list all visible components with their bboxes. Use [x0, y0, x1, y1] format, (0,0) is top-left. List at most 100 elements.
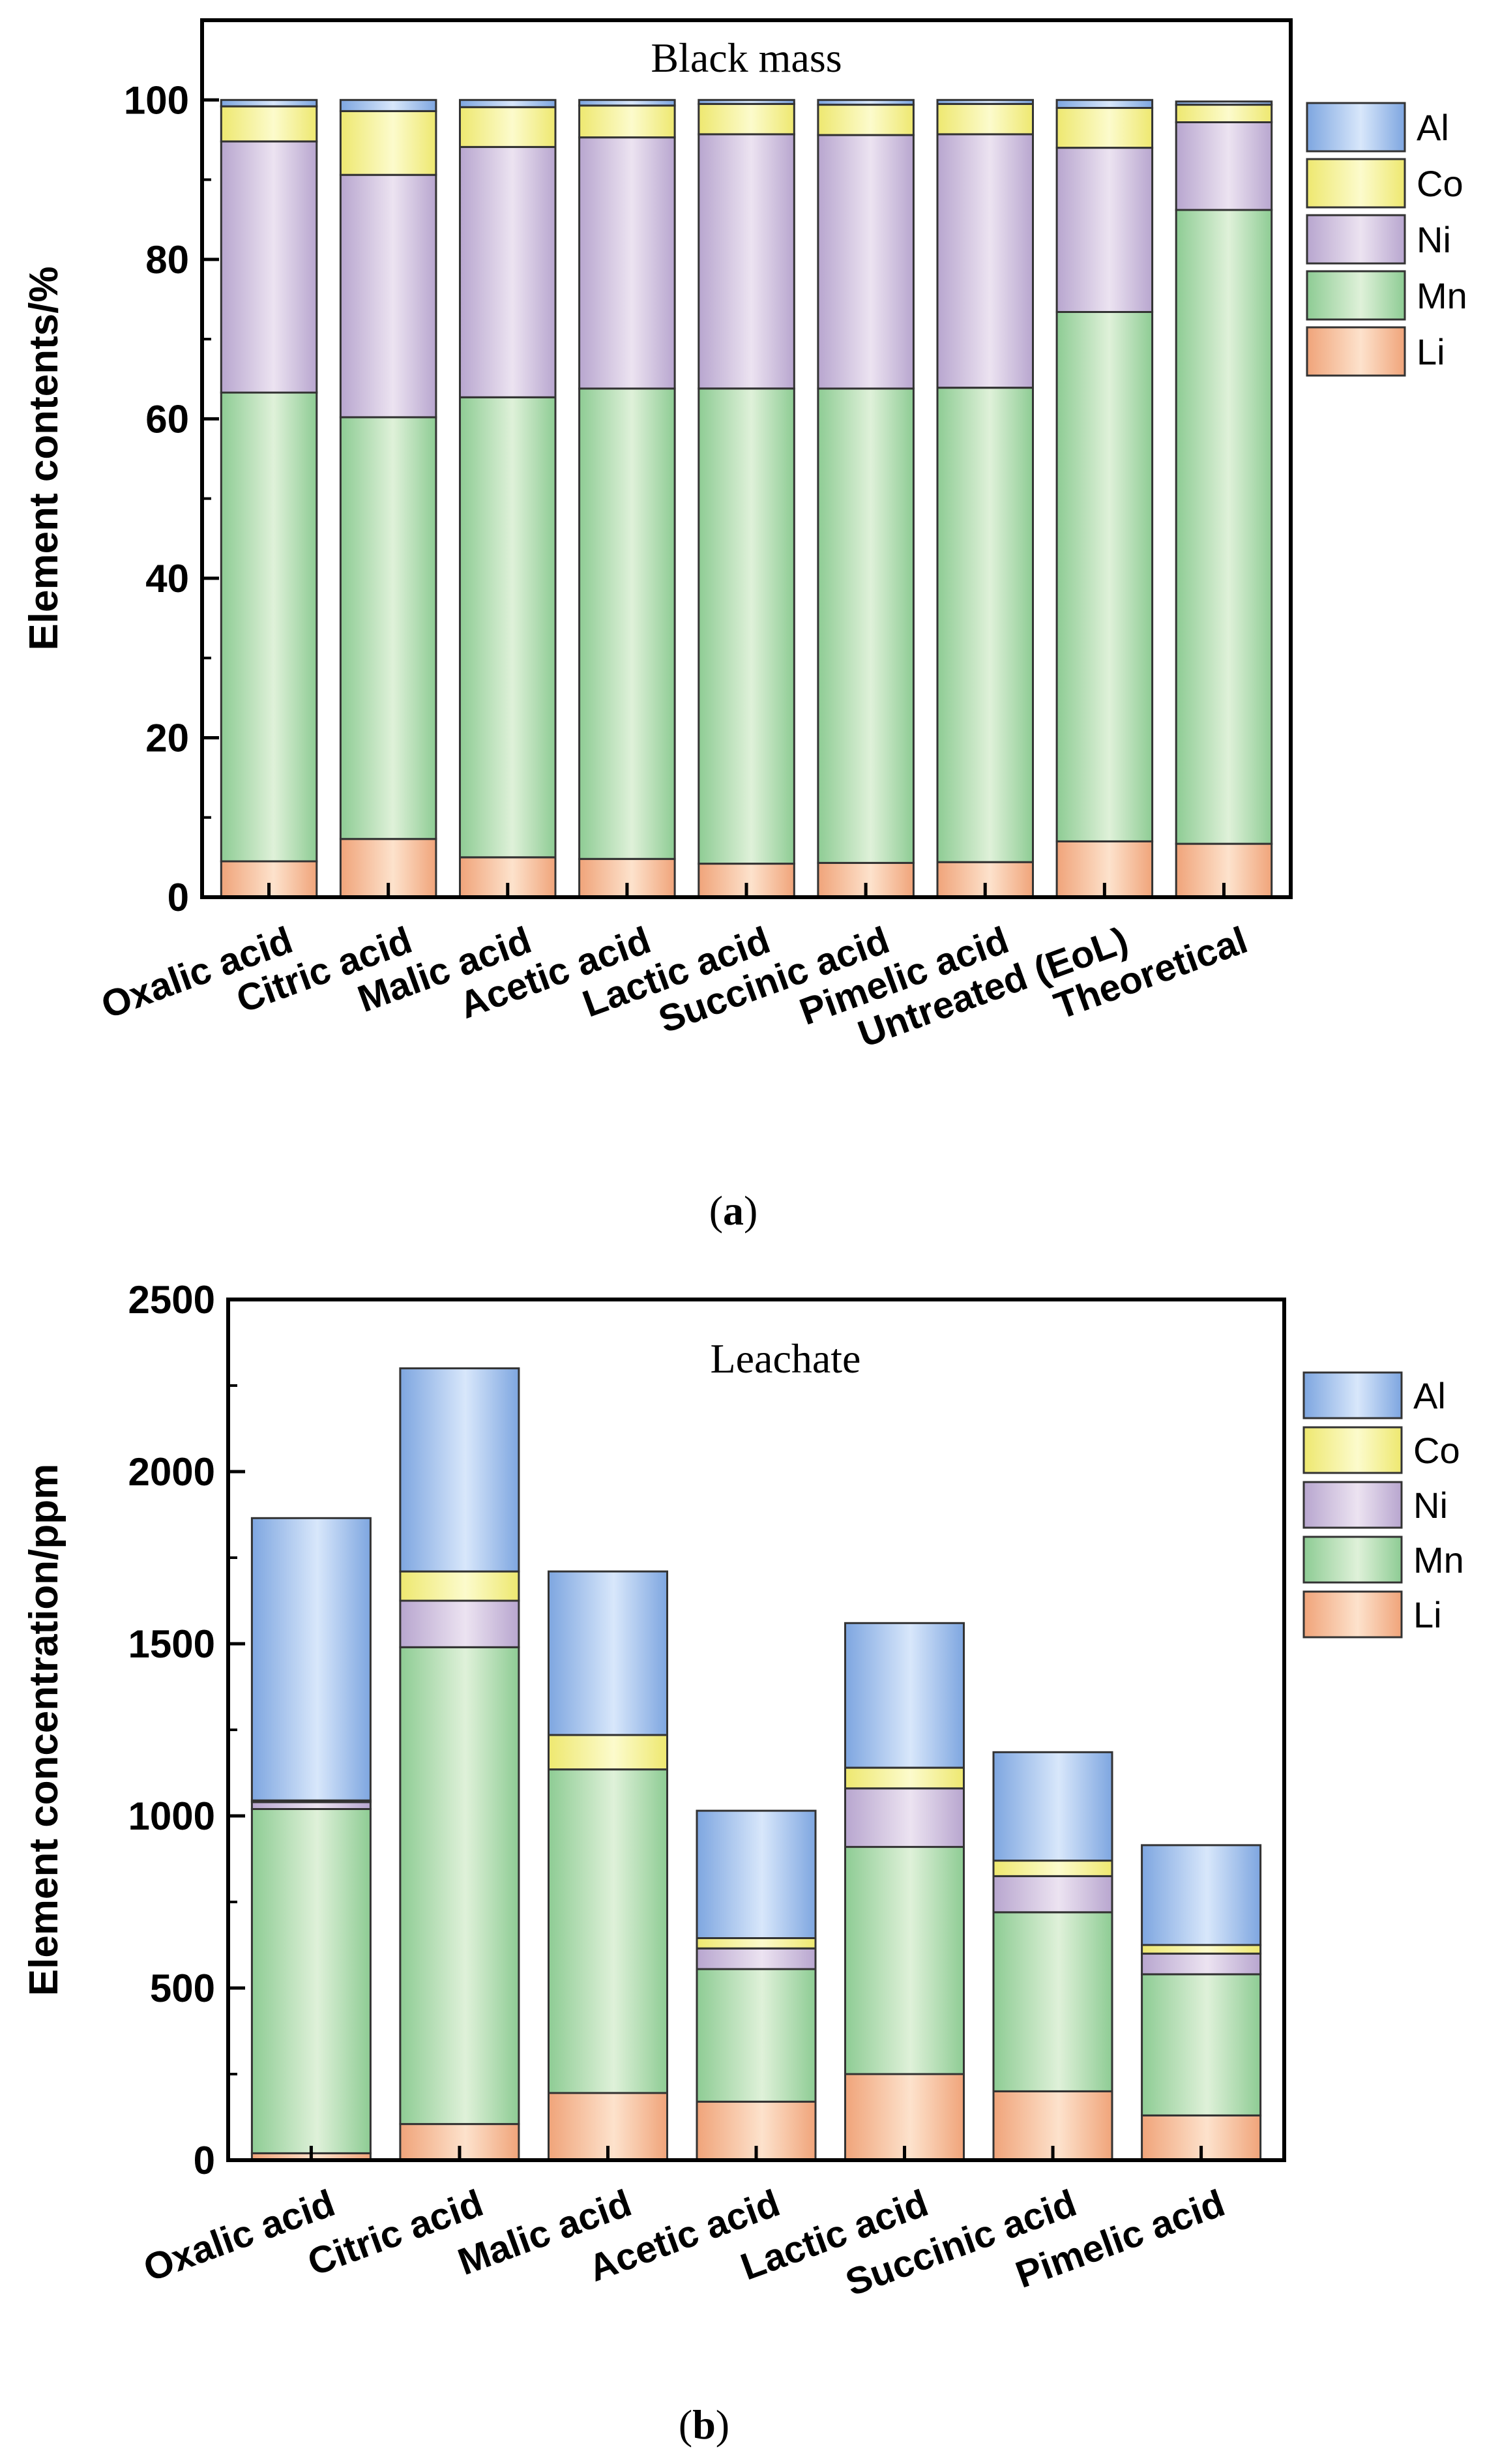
chart-a-title: Black mass	[651, 35, 842, 81]
legend-label-li: Li	[1417, 331, 1445, 372]
legend-label-ni: Ni	[1413, 1485, 1448, 1526]
bar-ni-theoretical	[1175, 121, 1273, 211]
chart-b-title: Leachate	[711, 1335, 861, 1382]
bar-al-citric-acid	[399, 1367, 520, 1573]
bar-mn-oxalic-acid	[250, 1807, 372, 2154]
bar-mn-malic-acid	[459, 396, 557, 859]
legend-swatch-ni	[1306, 214, 1406, 265]
bar-mn-oxalic-acid	[220, 391, 318, 863]
legend-label-mn: Mn	[1417, 275, 1467, 316]
y-tick-label: 40	[145, 557, 189, 601]
bar-ni-lactic-acid	[844, 1787, 965, 1848]
bar-al-malic-acid	[459, 98, 557, 108]
bar-ni-acetic-acid	[578, 136, 676, 390]
bar-ni-lactic-acid	[698, 133, 795, 390]
legend-label-li: Li	[1413, 1594, 1442, 1635]
bar-co-oxalic-acid	[220, 105, 318, 143]
bar-al-oxalic-acid	[220, 98, 318, 108]
bar-al-pimelic-acid	[1141, 1844, 1262, 1946]
bar-al-lactic-acid	[844, 1622, 965, 1769]
legend-swatch-al	[1302, 1371, 1403, 1419]
y-tick-label: 500	[150, 1967, 215, 2010]
y-tick-label: 100	[124, 78, 189, 122]
legend-swatch-ni	[1302, 1481, 1403, 1529]
bar-co-malic-acid	[459, 106, 557, 148]
y-tick-label: 20	[145, 716, 189, 760]
bar-ni-oxalic-acid	[220, 140, 318, 394]
bar-al-theoretical	[1175, 100, 1273, 106]
bar-al-acetic-acid	[696, 1809, 817, 1940]
legend-swatch-mn	[1302, 1536, 1403, 1584]
bar-co-succinic-acid	[992, 1860, 1113, 1877]
bar-mn-malic-acid	[548, 1768, 668, 2094]
chart-a-bars	[220, 98, 1273, 898]
legend-swatch-mn	[1306, 270, 1406, 321]
bar-al-citric-acid	[339, 98, 437, 112]
bar-co-acetic-acid	[578, 104, 676, 139]
bar-al-oxalic-acid	[250, 1517, 372, 1802]
legend-label-mn: Mn	[1413, 1539, 1464, 1581]
bar-co-pimelic-acid	[936, 102, 1034, 136]
bar-co-pimelic-acid	[1141, 1944, 1262, 1955]
legend-swatch-li	[1302, 1590, 1403, 1639]
legend-swatch-li	[1306, 326, 1406, 377]
bar-ni-acetic-acid	[696, 1947, 817, 1970]
y-tick-label: 0	[168, 876, 189, 919]
bar-mn-untreated-eol	[1055, 311, 1154, 842]
panel-b-label: (b)	[679, 2401, 729, 2448]
legend-label-ni: Ni	[1417, 219, 1451, 260]
legend-label-al: Al	[1413, 1375, 1446, 1416]
bar-al-acetic-acid	[578, 98, 676, 107]
bar-ni-citric-acid	[399, 1599, 520, 1648]
bar-mn-succinic-acid	[992, 1911, 1113, 2092]
bar-mn-lactic-acid	[698, 387, 795, 865]
bar-mn-theoretical	[1175, 209, 1273, 845]
y-tick-label: 80	[145, 238, 189, 282]
bar-mn-acetic-acid	[578, 387, 676, 860]
bar-mn-citric-acid	[339, 416, 437, 840]
chart-b-bars	[250, 1367, 1262, 2161]
legend-swatch-co	[1306, 158, 1406, 209]
legend-swatch-co	[1302, 1426, 1403, 1474]
bar-ni-succinic-acid	[817, 134, 915, 390]
y-tick-label: 1500	[128, 1622, 215, 1666]
y-tick-label: 0	[194, 2139, 215, 2182]
y-tick-label: 2000	[128, 1450, 215, 1494]
bar-co-lactic-acid	[698, 102, 795, 136]
chart-a-legend: Al Co Ni Mn Li	[1306, 102, 1467, 377]
legend-label-al: Al	[1417, 107, 1449, 148]
bar-al-untreated-eol	[1055, 98, 1154, 110]
bar-mn-pimelic-acid	[1141, 1973, 1262, 2116]
bar-al-pimelic-acid	[936, 98, 1034, 105]
bar-mn-pimelic-acid	[936, 387, 1034, 863]
legend-label-co: Co	[1417, 163, 1463, 204]
bar-al-succinic-acid	[992, 1751, 1113, 1862]
bar-co-citric-acid	[339, 110, 437, 176]
y-tick-label: 2500	[128, 1278, 215, 1322]
chart-b-y-axis: 0 500 1000 1500 2000 2500	[128, 1278, 245, 2182]
chart-a-y-axis-title: Element contents/%	[22, 266, 66, 650]
y-tick-label: 1000	[128, 1794, 215, 1838]
chart-b-legend: Al Co Ni Mn Li	[1302, 1371, 1464, 1639]
x-tick-label: Oxalic acid	[138, 2182, 340, 2290]
bar-ni-pimelic-acid	[936, 133, 1034, 389]
bar-ni-oxalic-acid	[250, 1801, 372, 1810]
bar-al-lactic-acid	[698, 98, 795, 105]
bar-mn-lactic-acid	[844, 1846, 965, 2075]
bar-al-malic-acid	[548, 1570, 668, 1736]
bar-ni-succinic-acid	[992, 1875, 1113, 1914]
bar-ni-citric-acid	[339, 173, 437, 419]
bar-co-malic-acid	[548, 1734, 668, 1771]
bar-al-succinic-acid	[817, 98, 915, 106]
bar-ni-malic-acid	[459, 145, 557, 398]
panel-a-label: (a)	[709, 1187, 758, 1234]
bar-mn-acetic-acid	[696, 1968, 817, 2103]
legend-swatch-al	[1306, 102, 1406, 153]
bar-co-theoretical	[1175, 104, 1273, 124]
bar-mn-succinic-acid	[817, 387, 915, 864]
legend-label-co: Co	[1413, 1430, 1460, 1471]
